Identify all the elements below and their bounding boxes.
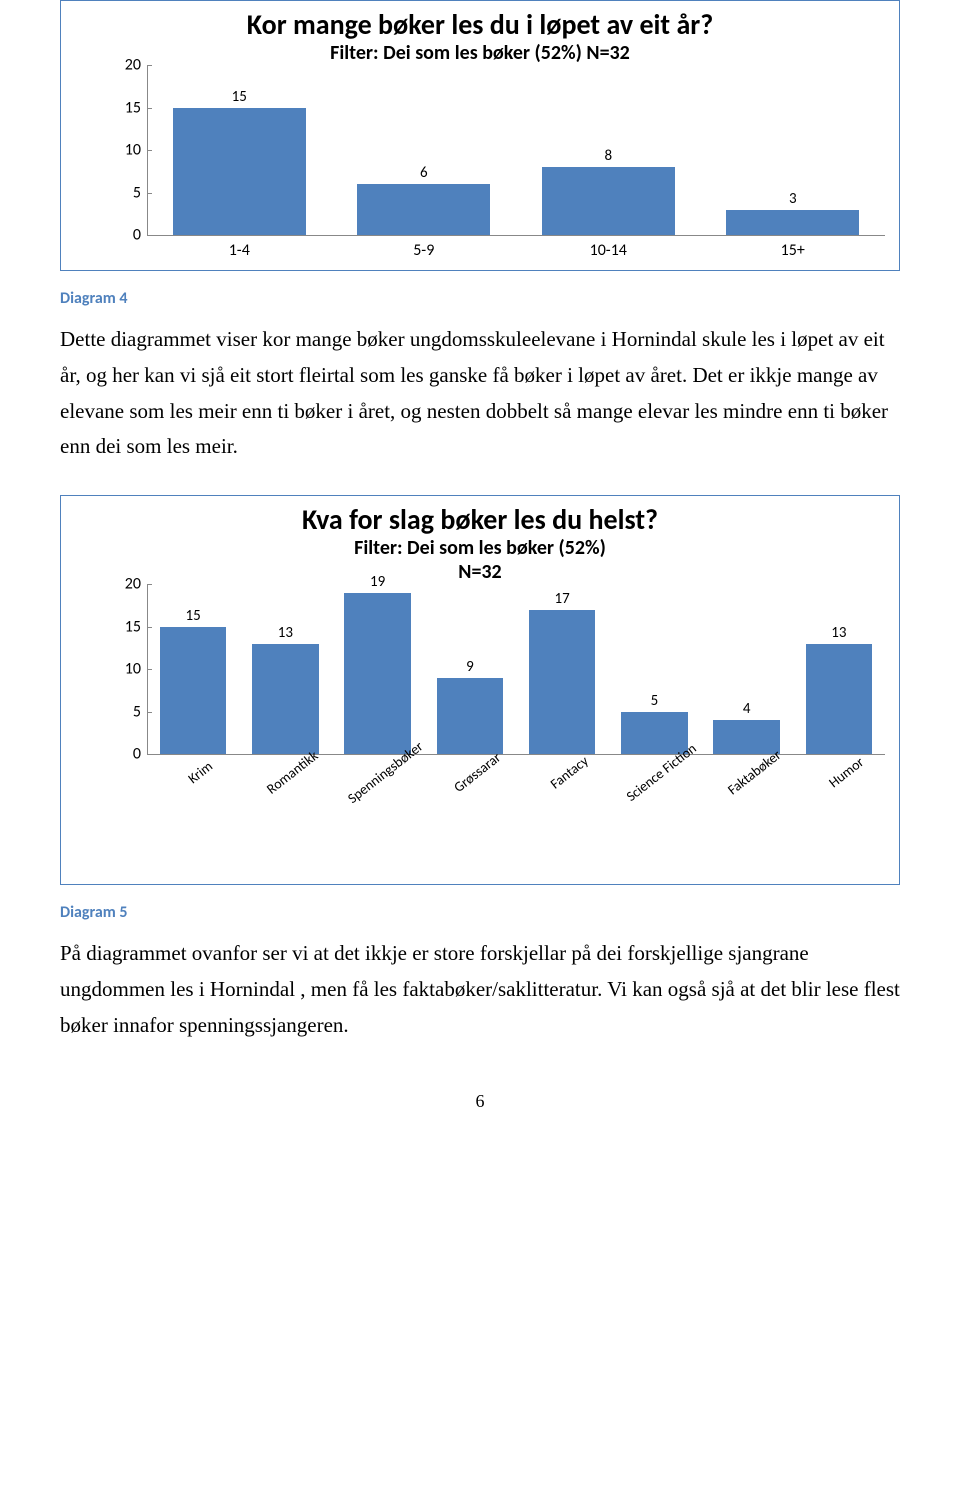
page-number: 6 — [60, 1073, 900, 1120]
bar-value-label: 4 — [743, 700, 751, 718]
bar-value-label: 13 — [831, 624, 846, 642]
y-tick-label: 15 — [125, 617, 141, 636]
diagram-4-caption: Diagram 4 — [60, 289, 900, 308]
x-axis-category-label: Humor — [804, 737, 947, 884]
y-tick-label: 5 — [133, 183, 141, 202]
bar-slot: 15 — [147, 88, 332, 236]
y-tick-label: 0 — [133, 226, 141, 245]
bar-value-label: 9 — [466, 658, 474, 676]
bar — [252, 644, 318, 755]
y-tick-label: 20 — [125, 575, 141, 594]
diagram-5-caption: Diagram 5 — [60, 903, 900, 922]
bars-container: 1513199175413 — [147, 584, 885, 754]
bar-slot: 3 — [701, 190, 886, 236]
chart-2-plot-wrap: 051015201513199175413 KrimRomantikkSpenn… — [75, 584, 885, 874]
y-tick-mark — [147, 754, 152, 755]
bar-slot: 13 — [793, 624, 885, 755]
bar — [344, 593, 410, 755]
y-tick-label: 10 — [125, 141, 141, 160]
bar-slot: 9 — [424, 658, 516, 755]
bar-slot: 8 — [516, 147, 701, 235]
bar-value-label: 6 — [420, 164, 428, 182]
chart-1-plot-wrap: 0510152015683 1-45-910-1415+ — [75, 65, 885, 260]
chart-2-subtitle2: N=32 — [75, 560, 885, 584]
bar — [529, 610, 595, 755]
bar-value-label: 17 — [555, 590, 570, 608]
bar-slot: 17 — [516, 590, 608, 755]
y-tick-label: 5 — [133, 702, 141, 721]
y-tick-mark — [147, 235, 152, 236]
bar-value-label: 15 — [232, 88, 247, 106]
bar — [357, 184, 490, 235]
bar — [542, 167, 675, 235]
bar — [173, 108, 306, 236]
chart-1-frame: Kor mange bøker les du i løpet av eit år… — [60, 0, 900, 271]
bar-slot: 19 — [332, 573, 424, 755]
chart-2-x-labels: KrimRomantikkSpenningsbøkerGrøssararFant… — [147, 754, 885, 874]
y-axis: 05101520 — [111, 584, 147, 754]
bar — [726, 210, 859, 236]
paragraph-2: På diagrammet ovanfor ser vi at det ikkj… — [60, 936, 900, 1043]
bar-value-label: 13 — [278, 624, 293, 642]
x-axis-category-label: 1-4 — [147, 241, 332, 260]
x-axis-category-label: 15+ — [701, 241, 886, 260]
paragraph-1: Dette diagrammet viser kor mange bøker u… — [60, 322, 900, 465]
y-tick-label: 20 — [125, 56, 141, 75]
x-axis-category-label: 5-9 — [332, 241, 517, 260]
chart-1-x-labels: 1-45-910-1415+ — [147, 235, 885, 260]
bar — [160, 627, 226, 755]
bar-slot: 6 — [332, 164, 517, 235]
chart-1-subtitle: Filter: Dei som les bøker (52%) N=32 — [75, 41, 885, 65]
chart-1-title: Kor mange bøker les du i løpet av eit år… — [75, 9, 885, 41]
chart-2-title: Kva for slag bøker les du helst? — [75, 504, 885, 536]
bars-container: 15 6 8 3 — [147, 65, 885, 235]
y-tick-label: 15 — [125, 98, 141, 117]
bar-value-label: 5 — [651, 692, 659, 710]
bar-value-label: 3 — [789, 190, 797, 208]
bar-slot: 15 — [147, 607, 239, 755]
x-axis-category-label: 10-14 — [516, 241, 701, 260]
bar-value-label: 19 — [370, 573, 385, 591]
bar — [437, 678, 503, 755]
chart-2-subtitle: Filter: Dei som les bøker (52%) — [75, 536, 885, 560]
chart-2-plot: 051015201513199175413 — [111, 584, 885, 754]
y-tick-label: 10 — [125, 660, 141, 679]
chart-2-frame: Kva for slag bøker les du helst? Filter:… — [60, 495, 900, 885]
bar-value-label: 15 — [186, 607, 201, 625]
bar-value-label: 8 — [604, 147, 612, 165]
y-axis: 05101520 — [111, 65, 147, 235]
y-tick-label: 0 — [133, 745, 141, 764]
bar — [806, 644, 872, 755]
bar-slot: 13 — [239, 624, 331, 755]
chart-1-plot: 0510152015683 — [111, 65, 885, 235]
x-axis-line — [147, 235, 885, 236]
